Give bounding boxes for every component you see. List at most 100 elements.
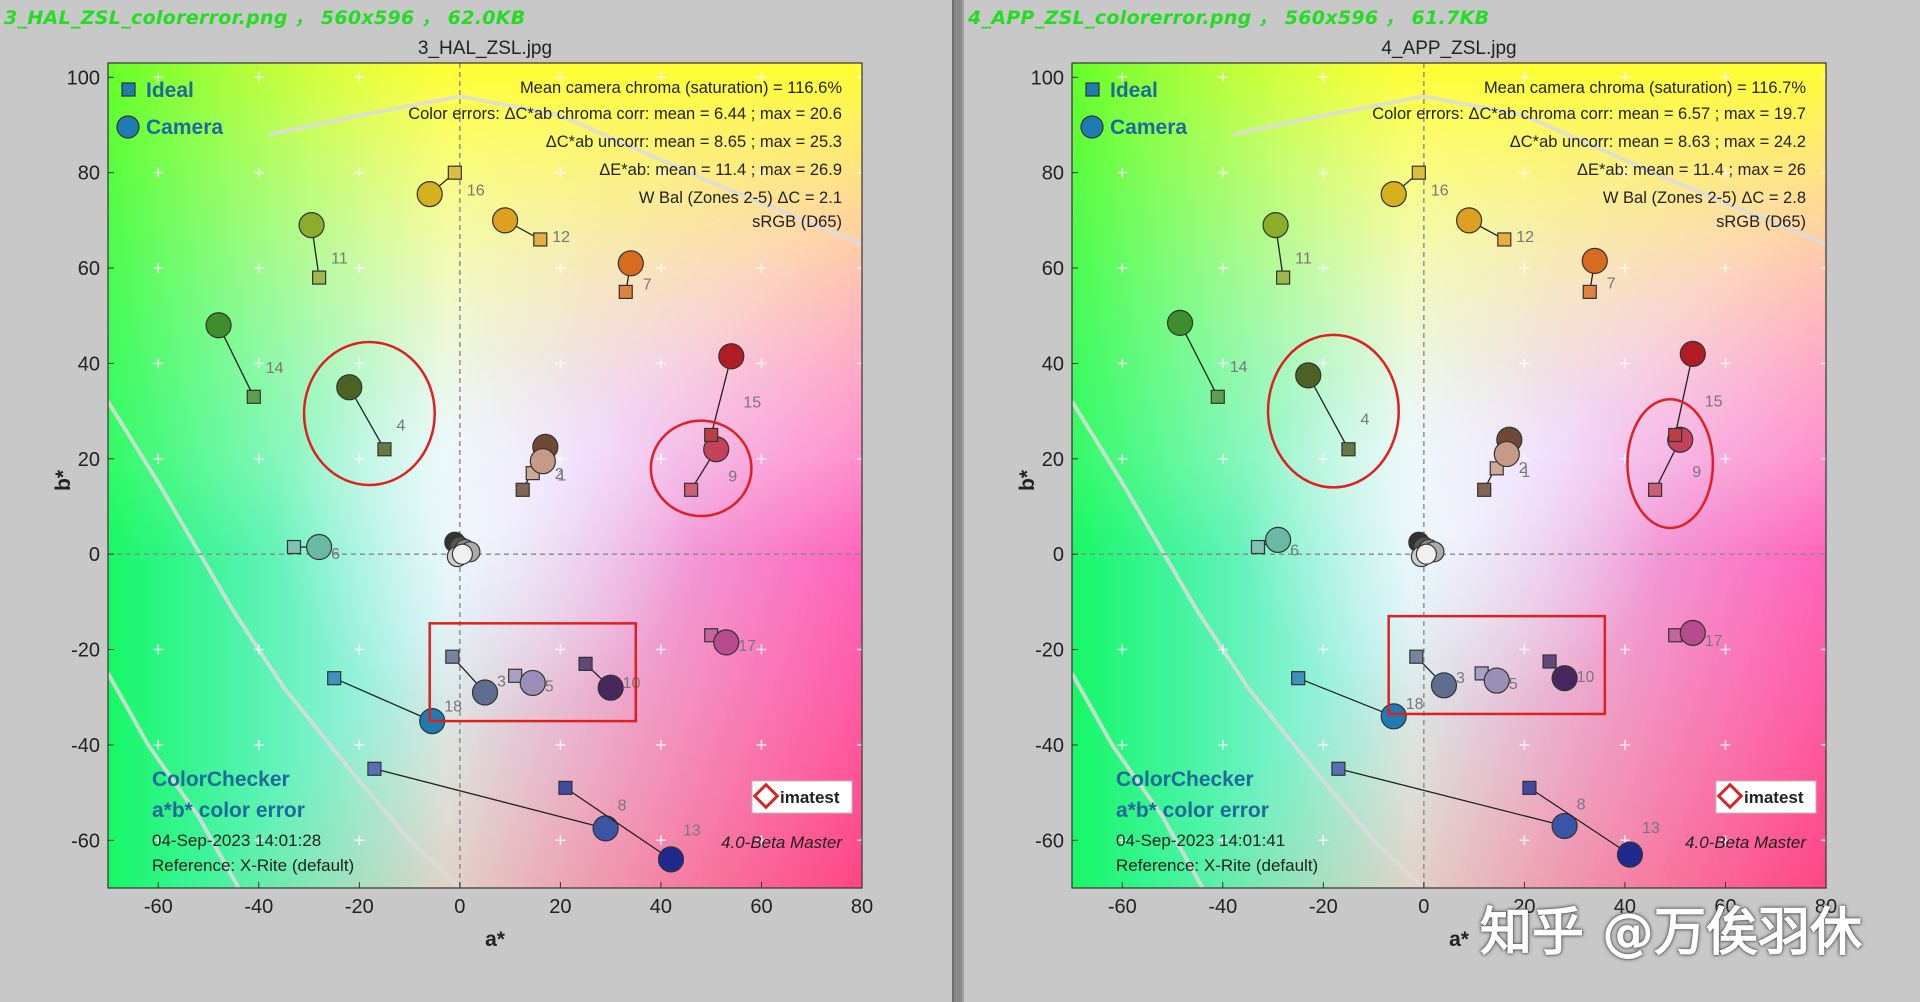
grid-cross [1821, 644, 1826, 655]
grid-cross [555, 72, 566, 83]
grid-cross [756, 72, 767, 83]
grid-cross [857, 644, 862, 655]
grid-cross [756, 453, 767, 464]
patch-label-2: 2 [555, 466, 564, 483]
camera-marker-patch-11 [298, 212, 325, 239]
ideal-marker-patch-18 [1291, 671, 1306, 686]
legend-ideal-swatch [121, 82, 136, 97]
stats-line-1: Mean camera chroma (saturation) = 116.6% [520, 79, 842, 97]
grid-cross [1720, 167, 1731, 178]
stats-block: Mean camera chroma (saturation) = 116.7%… [1372, 79, 1806, 231]
grid-cross [555, 263, 566, 274]
patch-label-8: 8 [618, 798, 627, 815]
patch-label-4: 4 [396, 417, 405, 434]
plot-background [108, 63, 862, 888]
grid-cross [1217, 72, 1228, 83]
camera-marker-patch-15 [1679, 340, 1706, 367]
y-tick-label: 40 [78, 353, 100, 375]
grid-cross [1519, 358, 1530, 369]
imatest-logo: imatest [1715, 780, 1817, 814]
grid-cross [1619, 644, 1630, 655]
left-chart-panel: 3_HAL_ZSL_colorerror.png ， 560x596 ， 62.… [0, 0, 952, 1002]
grid-cross [1318, 739, 1329, 750]
patch-label-9: 9 [1692, 464, 1701, 481]
ideal-marker-patch-16 [447, 165, 462, 180]
grid-cross [1217, 453, 1228, 464]
neutral-patch-marker [1415, 543, 1437, 565]
stats-block: Mean camera chroma (saturation) = 116.6%… [408, 79, 842, 231]
patch-label-3: 3 [1456, 670, 1465, 687]
ideal-marker-patch-3 [445, 649, 460, 664]
plot-frame [107, 62, 863, 889]
grid-cross [857, 72, 862, 83]
patch-label-7: 7 [1607, 275, 1616, 292]
grid-cross [153, 453, 164, 464]
chart-title: 3_HAL_ZSL.jpg [418, 38, 552, 59]
footer-block: ColorChecker a*b* color error 04-Sep-2023 … [1116, 768, 1318, 875]
y-tick-label: -60 [71, 830, 100, 852]
legend-camera-label: Camera [146, 116, 223, 139]
camera-marker-patch-14 [1166, 309, 1194, 336]
patch-label-15: 15 [743, 395, 761, 412]
camera-marker-patch-15 [718, 343, 745, 370]
stats-line-3: ΔC*ab uncorr: mean = 8.65 ; max = 25.3 [546, 133, 842, 151]
y-tick-label: 80 [1042, 163, 1064, 185]
grid-cross [857, 167, 862, 178]
grid-cross [1619, 263, 1630, 274]
patch-label-1: 1 [557, 467, 566, 484]
grid-cross [1117, 167, 1128, 178]
x-tick-label: -20 [1309, 896, 1338, 918]
patch-label-16: 16 [467, 182, 485, 199]
grid-cross [1519, 263, 1530, 274]
grid-cross [555, 167, 566, 178]
camera-marker-patch-2 [1493, 440, 1520, 468]
footer-title: ColorChecker [152, 768, 290, 791]
panel-divider[interactable] [952, 0, 964, 1002]
ideal-marker-patch-12 [533, 232, 548, 247]
x-tick-label: -60 [144, 896, 173, 918]
camera-marker-patch-13 [657, 846, 685, 873]
patch-label-18: 18 [1406, 696, 1424, 713]
x-tick-label: 40 [650, 896, 672, 918]
patch-label-2: 2 [1519, 460, 1528, 477]
y-tick-label: 60 [1042, 258, 1064, 280]
error-line-patch-15 [1674, 353, 1694, 436]
camera-marker-patch-4 [336, 374, 363, 401]
grid-cross [354, 644, 365, 655]
imatest-logo-icon [1716, 782, 1744, 810]
grid-cross [1720, 835, 1731, 846]
grid-cross [655, 739, 666, 750]
ideal-marker-patch-1 [1477, 482, 1492, 497]
chart-title: 4_APP_ZSL.jpg [1381, 38, 1516, 59]
y-tick-label: -60 [1035, 830, 1064, 852]
grid-cross [655, 835, 666, 846]
grid-cross [655, 358, 666, 369]
grid-cross [153, 835, 164, 846]
ideal-marker-patch-7 [1582, 284, 1597, 300]
camera-marker-patch-18 [1380, 703, 1407, 730]
ideal-marker-patch-6 [1250, 539, 1266, 555]
grid-cross [1117, 453, 1128, 464]
y-tick-label: 60 [78, 258, 100, 280]
grid-cross [857, 739, 862, 750]
grid-cross [1720, 453, 1731, 464]
patch-label-10: 10 [623, 675, 641, 692]
patch-label-10: 10 [1577, 669, 1595, 686]
grid-cross [1821, 835, 1826, 846]
x-tick-label: 0 [454, 896, 465, 918]
right-file-header: 4_APP_ZSL_colorerror.png ， 560x596 ， 61.… [968, 7, 1490, 29]
stats-line-1: Mean camera chroma (saturation) = 116.7% [1484, 79, 1806, 97]
grid-cross [1720, 739, 1731, 750]
ideal-marker-patch-13 [558, 780, 573, 795]
grid-cross [1318, 167, 1329, 178]
grid-cross [1318, 358, 1329, 369]
stats-line-5: W Bal (Zones 2-5) ΔC = 2.8 [1603, 189, 1806, 207]
ideal-marker-patch-9 [683, 482, 699, 497]
y-tick-label: -40 [71, 735, 100, 757]
grid-cross [1821, 72, 1826, 83]
footer-subtitle: a*b* color error [152, 799, 305, 822]
ideal-marker-patch-15 [1668, 427, 1683, 443]
grid-cross [1821, 167, 1826, 178]
patch-label-12: 12 [552, 229, 570, 246]
grid-cross [354, 835, 365, 846]
